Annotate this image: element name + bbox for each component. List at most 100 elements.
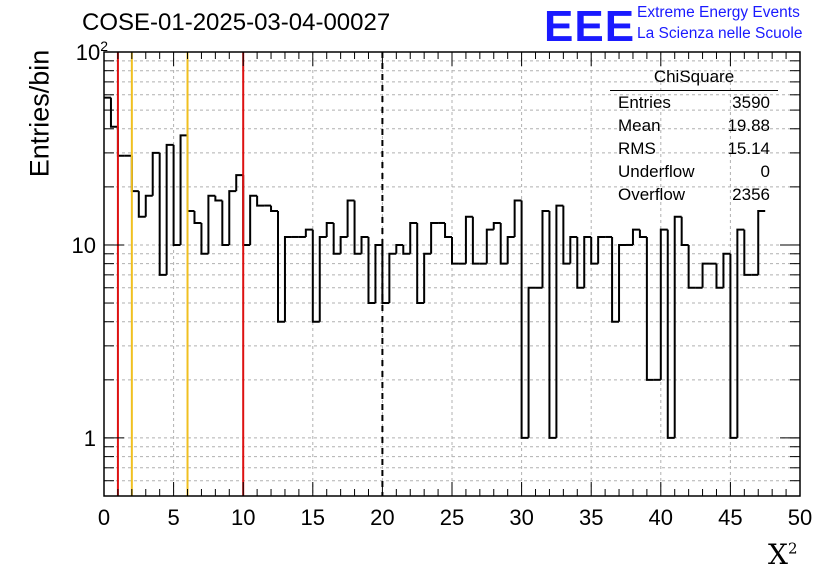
histogram-bin [611, 236, 620, 323]
histogram-bin [277, 210, 285, 323]
histogram-bin [388, 252, 397, 304]
histogram-bin [729, 253, 738, 439]
histogram-bin [395, 243, 404, 254]
histogram-bin [416, 222, 425, 305]
stats-key: RMS [618, 139, 656, 158]
histogram-bin [736, 228, 745, 438]
stats-row-overflow: Overflow 2356 [618, 185, 770, 207]
histogram-bin [325, 221, 334, 237]
histogram-bin [367, 236, 376, 305]
y-tick-label: 10 [72, 233, 96, 258]
histogram-bin [109, 97, 118, 128]
histogram-bin [242, 175, 251, 246]
y-tick-exponent: 2 [100, 38, 108, 54]
stats-title: ChiSquare [653, 67, 735, 86]
stats-key: Entries [618, 93, 671, 112]
histogram-bin [186, 135, 195, 212]
histogram-bin [283, 235, 292, 322]
x-tick-label: 0 [98, 505, 110, 530]
histogram-bin [172, 144, 181, 246]
x-tick-label: 15 [301, 505, 325, 530]
histogram-bin [165, 143, 174, 275]
logo-line-1: Extreme Energy Events [637, 4, 800, 21]
x-tick-label: 30 [509, 505, 533, 530]
histogram-bin [116, 126, 125, 157]
histogram-bin [360, 235, 369, 254]
histogram-bin [541, 209, 550, 288]
histogram-bin [144, 194, 153, 217]
histogram-bin [200, 222, 209, 255]
histogram-bin [311, 229, 320, 323]
histogram-bin [374, 243, 383, 304]
stats-key: Overflow [618, 185, 686, 204]
histogram-bin [527, 286, 536, 438]
histogram-bin [548, 210, 557, 439]
histogram-bin [715, 263, 724, 289]
histogram-bin [228, 190, 237, 245]
x-tick-label: 10 [231, 505, 255, 530]
stats-value: 0 [760, 162, 770, 181]
x-tick-label: 5 [167, 505, 179, 530]
x-tick-label: 20 [370, 505, 394, 530]
histogram-bin [576, 236, 585, 289]
histogram-bin [506, 235, 515, 264]
histogram-bin [492, 221, 501, 230]
histogram-bin [590, 236, 599, 265]
histogram-bin [618, 243, 626, 322]
histogram-bin [597, 235, 606, 264]
histogram-bin [722, 252, 731, 288]
histogram-bin [179, 134, 188, 245]
stats-row-rms: RMS 15.14 [618, 139, 770, 161]
histogram-bin [402, 244, 411, 255]
stats-value: 2356 [732, 185, 770, 204]
histogram-bin [645, 236, 654, 381]
chart-title: COSE-01-2025-03-04-00027 [82, 9, 391, 36]
histogram-bin [430, 221, 439, 254]
histogram-bin [555, 204, 564, 438]
histogram-bin [193, 210, 202, 224]
stats-box: ChiSquare Entries 3590 Mean 19.88 RMS 15… [610, 66, 778, 206]
histogram-bin [520, 200, 529, 439]
stats-key: Underflow [618, 162, 695, 181]
histogram-bin [130, 155, 139, 193]
logo-line-2: La Scienza nelle Scuole [637, 25, 803, 42]
histogram-bin [249, 194, 258, 245]
x-axis-label: X2 [768, 538, 798, 571]
stats-value: 19.88 [727, 116, 770, 135]
histogram-bin [743, 229, 752, 276]
histogram-bin [423, 252, 432, 304]
histogram-bin [256, 195, 265, 207]
histogram-bin [158, 152, 167, 276]
histogram-bin [631, 228, 640, 245]
stats-value: 15.14 [727, 139, 770, 158]
histogram-bin [701, 262, 710, 288]
histogram-bin [562, 205, 571, 265]
histogram-bin [207, 194, 216, 254]
histogram-bin [666, 229, 675, 439]
histogram-bin [673, 215, 682, 438]
histogram-bin [221, 200, 230, 246]
histogram-bin [346, 199, 355, 237]
histogram-bin [451, 236, 459, 265]
histogram-bin [485, 228, 494, 264]
eee-logo: EEE [544, 2, 636, 51]
histogram-bin [659, 228, 668, 380]
histogram-bin [444, 222, 452, 238]
histogram-bin [680, 216, 689, 246]
stats-row-mean: Mean 19.88 [618, 116, 770, 138]
stats-row-underflow: Underflow 0 [618, 162, 770, 184]
y-tick-label: 1 [84, 426, 96, 451]
stats-key: Mean [618, 116, 661, 135]
histogram-bin [318, 235, 327, 322]
histogram-bin [409, 221, 418, 254]
histogram-bin [270, 205, 278, 212]
histogram-bin [304, 228, 313, 237]
x-tick-label: 50 [788, 505, 812, 530]
histogram-bin [235, 174, 244, 192]
histogram-bin [513, 199, 522, 237]
stats-divider [610, 90, 778, 91]
histogram-bin [757, 209, 766, 275]
histogram-bin [687, 244, 696, 289]
histogram-bin [332, 222, 341, 255]
